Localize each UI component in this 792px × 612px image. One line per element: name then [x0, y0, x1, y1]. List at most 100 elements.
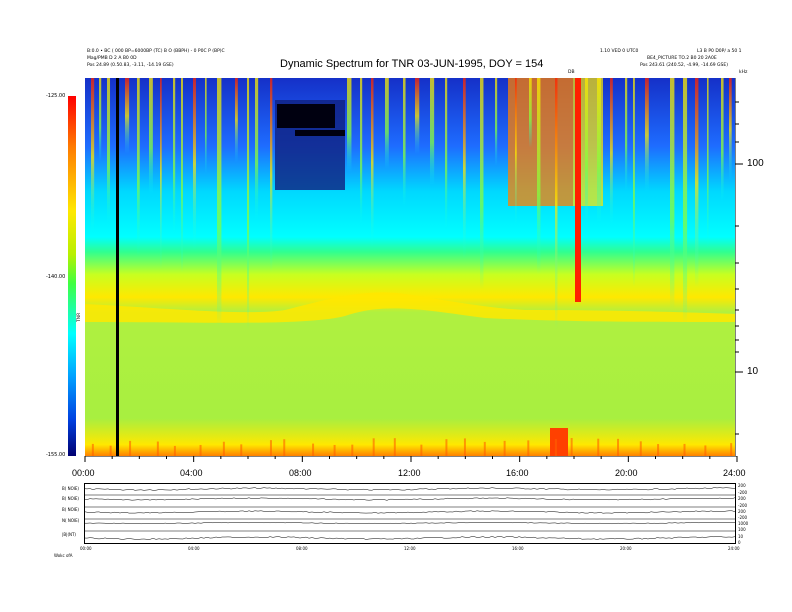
spectrum-streak [480, 78, 484, 290]
black-patch [277, 104, 335, 128]
spectrum-low-streak [570, 438, 573, 456]
panel-xtick-1: 04:00 [188, 546, 200, 551]
xtick-0800: 08:00 [289, 468, 312, 478]
xtick-0400: 04:00 [180, 468, 203, 478]
xtick-1200: 12:00 [398, 468, 421, 478]
colorbar-side-label: TNR [77, 312, 82, 322]
spectrum-streak [707, 78, 709, 249]
spectrum-streak [125, 78, 130, 154]
trace-bz [83, 510, 736, 514]
spectrum-low-streak [91, 443, 94, 456]
panel-rtick-3: -200 [738, 503, 748, 508]
right-axis [735, 78, 743, 456]
dynamic-spectrum [85, 78, 735, 456]
spectrum-streak [160, 78, 162, 270]
panel-label-4: N( NOIE) [62, 518, 80, 523]
xtick-0000: 00:00 [72, 468, 95, 478]
header-left-line1: B:0.0 • BC ( 000 BP=6000BP (TC) B O (BBP… [87, 49, 225, 54]
black-patch-2 [295, 130, 345, 136]
trace-n [84, 521, 736, 525]
spectrum-streak [270, 78, 273, 273]
spectrum-streak [495, 78, 498, 166]
panel-label-2: B( NOIE) [62, 496, 79, 501]
panel-rtick-4: 200 [738, 509, 746, 514]
spectrum-low-streak [283, 439, 286, 456]
bottom-footer: Wokc ofA [54, 553, 73, 558]
panel-label-5: |B|(NT) [62, 532, 76, 537]
spectrum-streak [205, 78, 207, 174]
spectrum-streak [173, 78, 176, 238]
header-right-corner: L3 B P0 D0P/ a 50 1 [697, 49, 742, 54]
spectrum-low-streak [156, 441, 159, 456]
panel-rtick-5: -200 [738, 515, 748, 520]
header-left-line2: Mag/PMB D 2 A B0 0D [87, 56, 137, 61]
spectrum-streak [217, 78, 222, 326]
xtick-2000: 20:00 [615, 468, 638, 478]
spectrum-low-streak [704, 445, 707, 456]
spectrum-streak [695, 78, 699, 288]
panel-xtick-3: 12:00 [404, 546, 416, 551]
spectrum-low-streak [617, 438, 620, 456]
spectrum-low-streak [597, 438, 600, 456]
panel-rtick-7: 100 [738, 527, 746, 532]
header-right-line3: Pos 243.61 (240.52, -4.99, -14.69 GSE) [640, 63, 729, 68]
spectrum-low-streak [109, 445, 112, 456]
spectrum-streak [235, 78, 238, 163]
ytick-label-100: 100 [747, 158, 764, 169]
chart-title: Dynamic Spectrum for TNR 03-JUN-1995, DO… [280, 58, 544, 70]
spectrum-svg [85, 78, 735, 456]
spectrum-low-streak [173, 445, 176, 456]
panel-label-3: B( NOIE) [62, 507, 79, 512]
burst-streak [575, 78, 581, 302]
header-right-line2: BE4_PICTURE TO.2 B0 20 2A0E [647, 56, 717, 61]
x-axis [84, 456, 738, 462]
panel-rtick-2: 200 [738, 496, 746, 501]
spectrum-streak [729, 78, 732, 182]
event-label: DB [568, 70, 575, 75]
spectrum-low-streak [657, 444, 660, 456]
burst-region [508, 78, 573, 206]
panel-xtick-0: 00:00 [80, 546, 92, 551]
bottom-frame [84, 483, 736, 544]
spectrum-streak [463, 78, 466, 259]
spectrum-low-streak [393, 438, 396, 456]
spectrum-low-streak [199, 444, 202, 456]
xtick-2400: 24:00 [723, 468, 746, 478]
colorbar-tick-bottom: -155.00 [46, 452, 66, 458]
marker-line [116, 78, 119, 456]
spectrum-streak [371, 78, 374, 248]
spectrum-low-streak [240, 444, 243, 456]
spectrum-streak [415, 78, 420, 154]
spectrum-low-streak [312, 443, 315, 456]
spectrum-streak [670, 78, 675, 310]
panel-rtick-9: 0 [738, 540, 741, 545]
spectrum-low-streak [372, 438, 375, 456]
burst-low [550, 428, 568, 456]
spectrum-low-streak [503, 440, 506, 456]
panel-xtick-6: 24:00 [728, 546, 740, 551]
spectrum-streak [99, 78, 102, 162]
bottom-panels-svg [83, 483, 736, 544]
spectrum-low-streak [463, 438, 466, 456]
spectrum-streak [585, 78, 588, 226]
spectrum-streak [137, 78, 140, 256]
panel-rtick-6: 1000 [738, 521, 749, 526]
spectrum-low-streak [730, 443, 733, 456]
colorbar [68, 96, 76, 456]
spectrum-low-streak [683, 443, 686, 456]
spectrum-streak [193, 78, 196, 251]
spectrum-low-streak [420, 444, 423, 456]
spectrum-streak [91, 78, 95, 237]
spectrum-streak [255, 78, 259, 222]
spectrum-low-streak [129, 440, 132, 456]
ytick-label-10: 10 [747, 366, 759, 377]
spectrum-low-streak [483, 441, 486, 456]
spectrum-streak [721, 78, 724, 203]
spectrum-low-streak [445, 439, 448, 456]
trace-bx [83, 487, 736, 491]
spectrum-streak [445, 78, 448, 233]
spectrum-streak [385, 78, 389, 169]
spectrum-streak [347, 78, 352, 173]
spectrum-streak [430, 78, 435, 186]
spectrum-streak [625, 78, 628, 191]
